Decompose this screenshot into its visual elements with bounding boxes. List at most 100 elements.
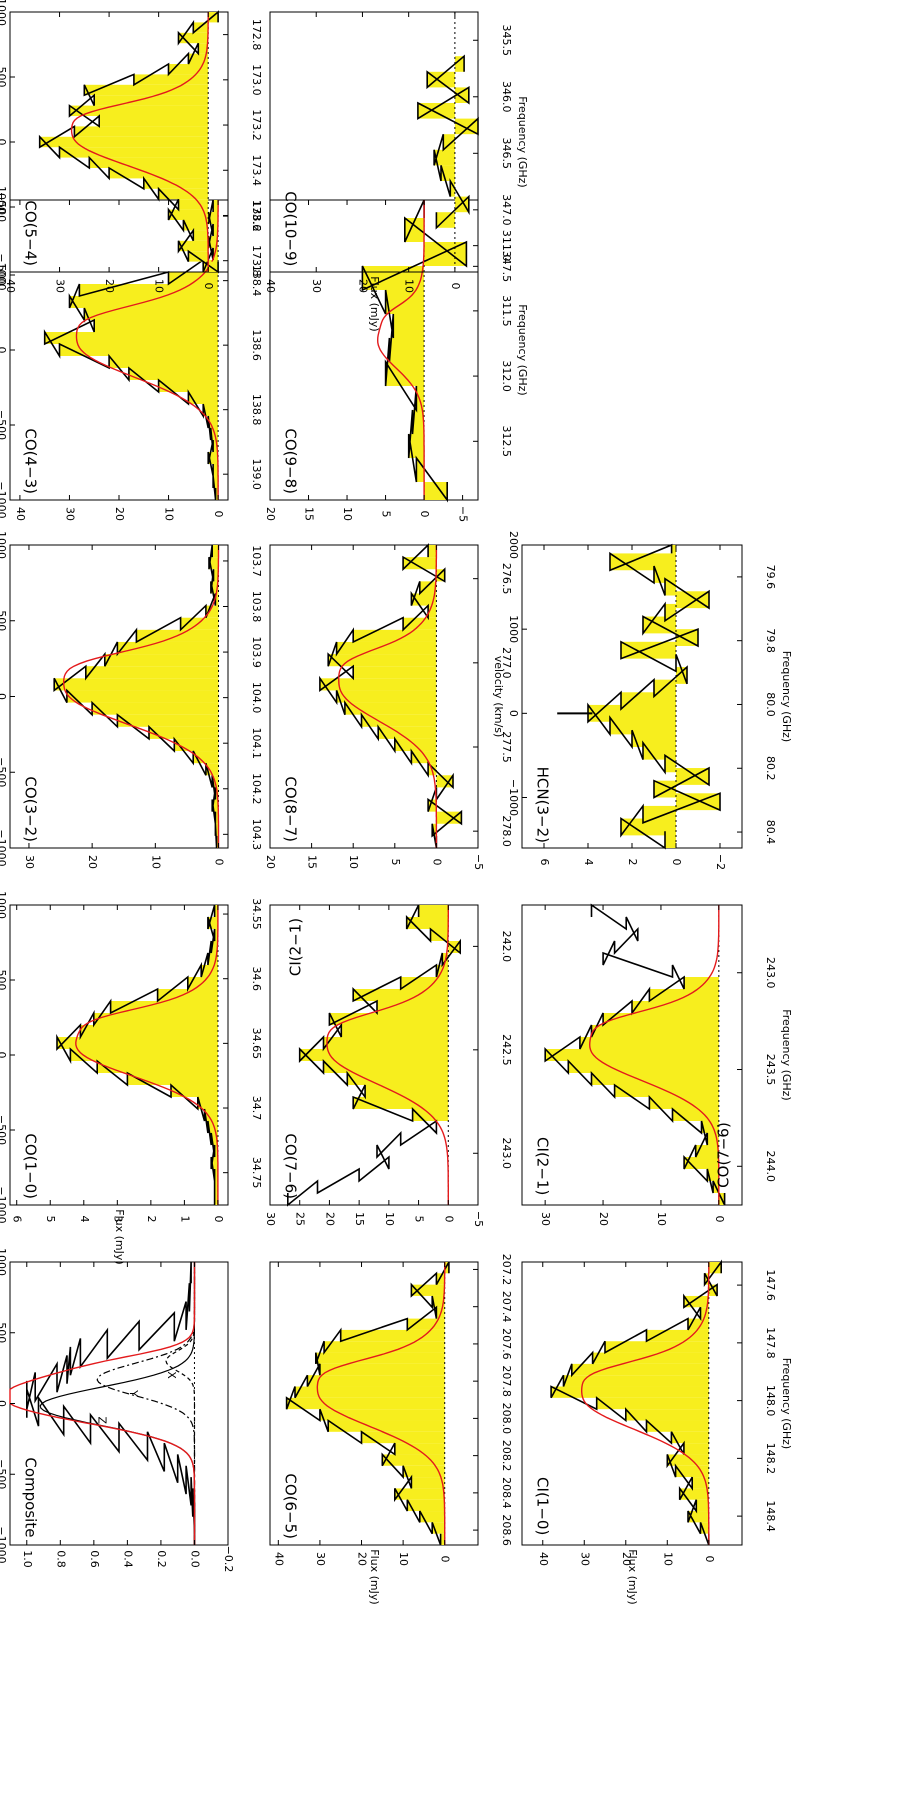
flux-tick-label: 20 <box>264 507 277 521</box>
flux-tick-label: 20 <box>86 855 99 869</box>
spectrum-bar <box>341 1025 449 1037</box>
spectrum-bar <box>376 1001 449 1013</box>
panel-label: CI(2−1) <box>534 1137 552 1195</box>
panel-frame <box>269 1261 479 1546</box>
spectrum-bar <box>315 1352 445 1364</box>
flux-tick-label: 2 <box>145 1216 158 1223</box>
spectrum-bar <box>603 1013 719 1025</box>
spectrum-bar <box>671 1431 709 1444</box>
freq-tick-label: 243.0 <box>500 1138 513 1170</box>
spectrum-bar <box>208 261 219 272</box>
spectrum-bar <box>646 1329 709 1342</box>
panel-frame <box>269 544 479 849</box>
spectrum-bar <box>440 1533 445 1545</box>
spectrum-bar <box>109 356 219 368</box>
spectrum-bar <box>688 1318 709 1330</box>
freq-tick-label: 148.0 <box>764 1385 777 1417</box>
freq-tick-label: 139.0 <box>250 458 263 490</box>
flux-tick-label: 30 <box>578 1552 591 1566</box>
spectrum-bar <box>207 1121 218 1133</box>
panel-container: XYZ−0.20.00.20.40.60.81.010005000−500−10… <box>0 0 793 1605</box>
flux-tick-label: 10 <box>341 507 354 521</box>
spectrum-bar <box>450 181 455 197</box>
panel-composite: X Y Z −0.2 0.0 0.2 0.4 0.6 0.8 1.0 1000 500 0 −500 −10… <box>0 1248 235 1572</box>
flux-tick-label: 20 <box>356 279 369 293</box>
spectrum-bar <box>708 1284 718 1296</box>
freq-tick-label: 34.75 <box>250 1157 263 1189</box>
spectrum-bar <box>394 1443 445 1455</box>
freq-tick-label: 244.0 <box>764 1151 777 1183</box>
spectrum-bar <box>696 1499 709 1512</box>
spectrum-bar <box>209 557 219 570</box>
spectrum-bar <box>213 200 219 212</box>
freq-tick-label: 312.5 <box>500 426 513 458</box>
flux-tick-label: 0 <box>212 511 225 518</box>
spectrum-bar <box>406 917 449 929</box>
frequency-axis-label: Frequency (GHz) <box>516 96 529 187</box>
spectrum-bar <box>178 240 209 252</box>
flux-tick-label: −5 <box>457 506 470 522</box>
freq-tick-label: 311.5 <box>500 295 513 327</box>
freq-tick-label: 207.4 <box>500 1291 513 1323</box>
panel-frame <box>521 1261 743 1546</box>
freq-tick-label: 208.0 <box>500 1403 513 1435</box>
spectrum-bar <box>56 1037 218 1049</box>
spectrum-bar <box>319 678 437 691</box>
spectrum-bar <box>654 780 676 798</box>
velocity-tick-label: −500 <box>0 1459 8 1489</box>
freq-tick-label: 173.6 <box>250 200 263 232</box>
freq-tick-label: 243.0 <box>764 957 777 989</box>
spectrum-bar <box>563 1375 709 1387</box>
flux-tick-label: 0.8 <box>54 1550 67 1568</box>
velocity-tick-label: 1000 <box>0 1248 8 1276</box>
flux-tick-label: −5 <box>472 854 485 870</box>
fit-curve <box>75 200 219 500</box>
flux-tick-label: 4 <box>582 859 595 866</box>
flux-tick-label: 40 <box>272 1552 285 1566</box>
spectrum-bar <box>361 714 437 727</box>
component-label: Z <box>96 1417 109 1425</box>
spectrum-histogram <box>361 199 468 503</box>
spectrum-bar <box>178 199 209 210</box>
spectrum-bar <box>665 831 676 848</box>
spectrum-bar <box>168 64 209 75</box>
spectrum-bar <box>97 1061 218 1073</box>
spectrum-bar <box>665 603 676 621</box>
velocity-tick-label: 500 <box>0 67 8 88</box>
spectrum-bar <box>213 248 219 260</box>
freq-tick-label: 103.9 <box>250 636 263 668</box>
component-label: X <box>165 1371 178 1379</box>
spectrum-bar <box>361 1431 445 1444</box>
spectrum-bar <box>178 32 209 44</box>
freq-tick-label: 104.3 <box>250 819 263 851</box>
freq-tick-label: 147.6 <box>764 1269 777 1301</box>
frequency-axis-label: Frequency (GHz) <box>780 651 793 742</box>
spectrum-bar <box>579 1037 719 1049</box>
spectrum-bar <box>324 1341 445 1353</box>
velocity-tick-label: 1000 <box>0 0 8 26</box>
flux-tick-label: 0 <box>449 283 462 290</box>
flux-tick-label: −5 <box>472 1211 485 1227</box>
spectrum-bar <box>382 1454 445 1466</box>
flux-tick-label: 30 <box>23 855 36 869</box>
freq-tick-label: 276.5 <box>500 563 513 595</box>
velocity-tick-label: 0 <box>0 347 8 354</box>
frequency-axis-label: Frequency (GHz) <box>780 1009 793 1100</box>
flux-tick-label: 25 <box>294 1212 307 1226</box>
freq-tick-label: 138.8 <box>250 394 263 426</box>
spectrum-bar <box>207 917 218 929</box>
panel-label: CO(9−8) <box>282 428 300 494</box>
flux-axis-label: Flux (mJy) <box>113 1209 126 1264</box>
freq-tick-label: 34.7 <box>250 1096 263 1121</box>
flux-tick-label: 10 <box>403 279 416 293</box>
spectrum-bar <box>117 641 219 655</box>
spectrum-bar <box>157 989 218 1001</box>
freq-tick-label: 208.2 <box>500 1440 513 1472</box>
spectrum-bar <box>347 1073 449 1085</box>
flux-tick-label: 0.6 <box>88 1550 101 1568</box>
spectrum-bar <box>188 53 209 64</box>
spectrum-bar <box>198 43 209 54</box>
velocity-tick-label: −500 <box>0 1115 8 1145</box>
freq-tick-label: 278.0 <box>500 815 513 847</box>
